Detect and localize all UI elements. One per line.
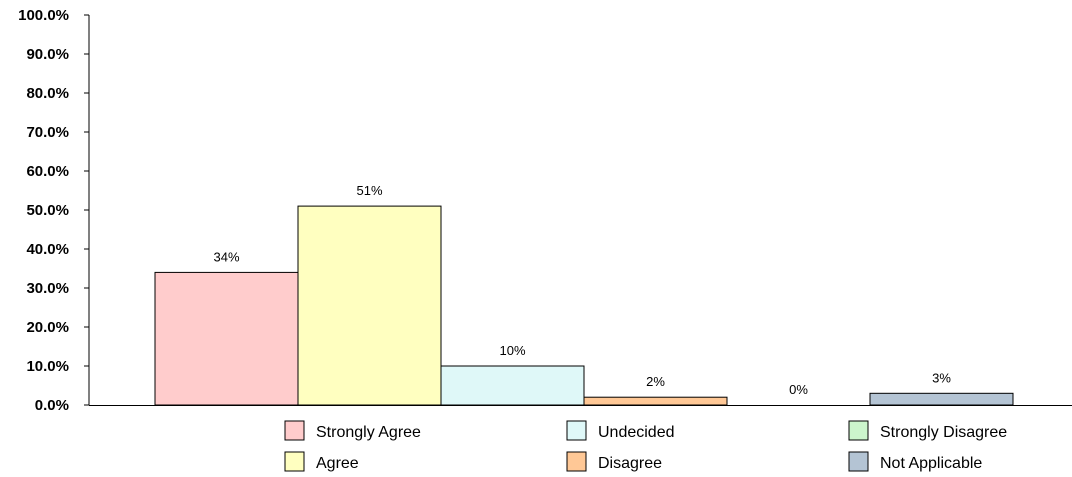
y-tick-label: 80.0%	[26, 85, 69, 102]
legend-label: Strongly Disagree	[880, 424, 1007, 441]
legend-item-strongly-agree: Strongly Agree	[284, 420, 421, 441]
data-label-strongly-disagree: 0%	[789, 382, 808, 397]
data-label-undecided: 10%	[499, 343, 525, 358]
y-axis: 0.0% 10.0% 20.0% 30.0% 40.0% 50.0% 60.0% 70.0% 8…	[18, 7, 1072, 414]
legend-item-undecided: Undecided	[566, 420, 675, 441]
y-tick-label: 40.0%	[26, 241, 69, 258]
data-labels: 34% 51% 10% 2% 0% 3%	[213, 183, 951, 397]
legend-label: Not Applicable	[880, 455, 982, 472]
legend-item-strongly-disagree: Strongly Disagree	[848, 420, 1007, 441]
bar-not-applicable	[869, 392, 1014, 406]
legend-label: Disagree	[598, 455, 662, 472]
legend-label: Undecided	[598, 424, 675, 441]
data-label-agree: 51%	[356, 183, 382, 198]
y-tick-label: 90.0%	[26, 46, 69, 63]
legend-swatch	[848, 420, 869, 441]
legend: Strongly Agree Agree Undecided Disagree Stro…	[284, 420, 1007, 472]
legend-label: Strongly Agree	[316, 424, 421, 441]
bar-agree	[297, 205, 442, 406]
legend-swatch	[566, 420, 587, 441]
data-label-not-applicable: 3%	[932, 370, 951, 385]
legend-swatch	[284, 451, 305, 472]
legend-item-disagree: Disagree	[566, 451, 662, 472]
y-tick-label: 50.0%	[26, 202, 69, 219]
y-tick-label: 10.0%	[26, 358, 69, 375]
data-label-strongly-agree: 34%	[213, 249, 239, 264]
data-label-disagree: 2%	[646, 374, 665, 389]
y-tick-label: 60.0%	[26, 163, 69, 180]
bar-disagree	[583, 396, 728, 406]
legend-swatch	[566, 451, 587, 472]
bar-undecided	[440, 365, 585, 406]
legend-item-not-applicable: Not Applicable	[848, 451, 982, 472]
legend-swatch	[848, 451, 869, 472]
y-tick-label: 100.0%	[18, 7, 69, 24]
bar-strongly-agree	[154, 271, 299, 406]
bars	[154, 205, 1014, 406]
y-tick-label: 30.0%	[26, 280, 69, 297]
y-tick-label: 70.0%	[26, 124, 69, 141]
legend-label: Agree	[316, 455, 359, 472]
y-tick-label: 20.0%	[26, 319, 69, 336]
legend-item-agree: Agree	[284, 451, 359, 472]
legend-swatch	[284, 420, 305, 441]
y-tick-label: 0.0%	[35, 397, 69, 414]
